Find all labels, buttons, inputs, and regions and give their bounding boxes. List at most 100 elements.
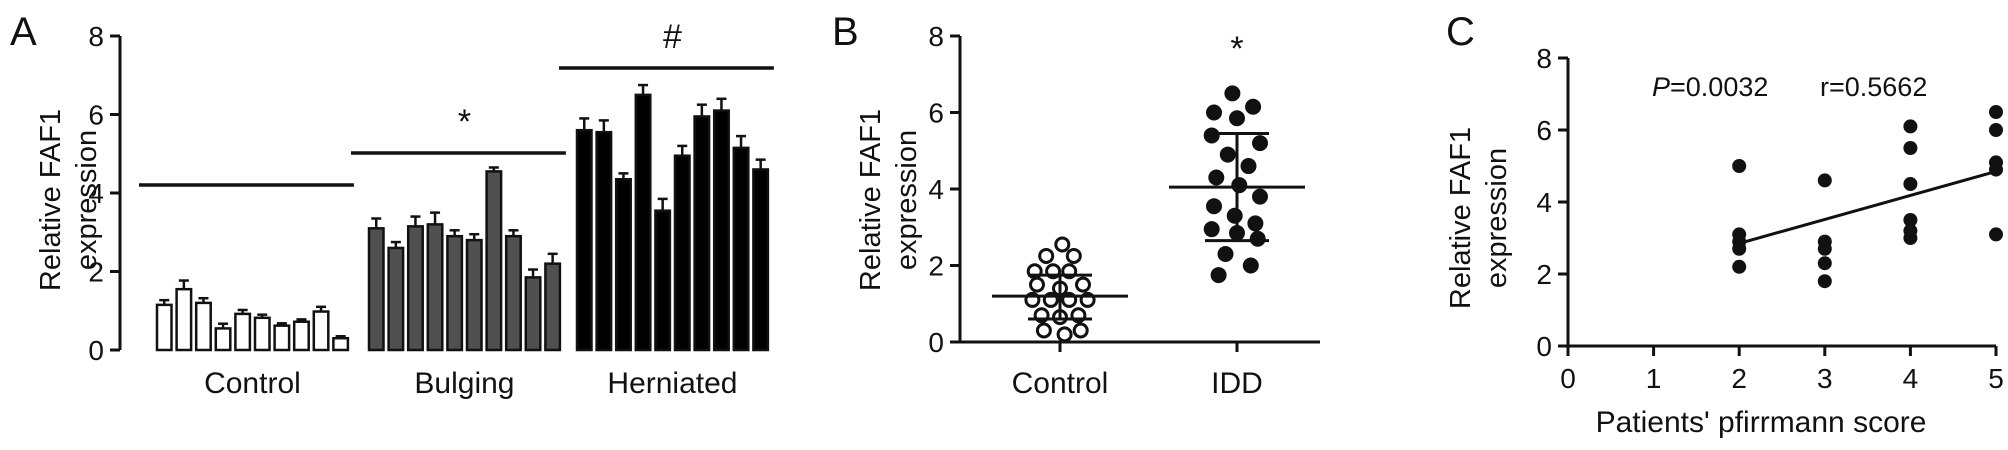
panel-c-data-point bbox=[1817, 241, 1832, 256]
panel-a-y-tick-label: 8 bbox=[88, 21, 104, 52]
panel-a-bar-herniated bbox=[752, 168, 770, 352]
panel-a-bar-control bbox=[194, 301, 212, 352]
panel-c-data-point bbox=[1817, 274, 1832, 289]
panel-b-ylabel-line2: expression bbox=[891, 130, 923, 270]
panel-a-bar-control bbox=[273, 324, 291, 352]
panel-c-data-point bbox=[1989, 227, 2003, 242]
panel-c-correlation-scatter: Relative FAF1 expression Patients' pfirr… bbox=[1445, 43, 2004, 439]
panel-b-data-point bbox=[1224, 85, 1241, 102]
panel-a-bar-control bbox=[234, 312, 252, 352]
panel-c-data-point bbox=[1989, 162, 2003, 177]
panel-b-data-point bbox=[1252, 135, 1268, 152]
panel-b-data-point bbox=[1231, 177, 1248, 194]
panel-a-y-tick-label: 6 bbox=[88, 100, 104, 131]
panel-b-y-tick-label: 8 bbox=[928, 21, 944, 52]
panel-a-bar-control bbox=[312, 310, 330, 352]
panel-a-ylabel-line2: expression bbox=[71, 130, 103, 270]
panel-a-bar-chart: Relative FAF1 expression 0 2 4 6 8 Control * Bu… bbox=[35, 18, 774, 400]
panel-c-data-point bbox=[1903, 119, 1918, 134]
panel-c-r-statistic: r=0.5662 bbox=[1820, 72, 1927, 102]
panel-c-x-tick-label: 0 bbox=[1560, 363, 1576, 394]
panel-a-bar-bulging bbox=[406, 225, 424, 352]
panel-c-p-value: =0.0032 bbox=[1670, 72, 1768, 102]
panel-b-data-point bbox=[1206, 104, 1222, 121]
panel-b-data-point bbox=[1072, 322, 1089, 339]
panel-a-significance-marker: # bbox=[663, 18, 682, 56]
panel-c-y-tick-label: 0 bbox=[1536, 331, 1552, 362]
panel-b-ylabel-line1: Relative FAF1 bbox=[855, 109, 887, 291]
panel-c-ylabel-line2: expression bbox=[1481, 148, 1513, 288]
panel-c-y-tick-label: 8 bbox=[1536, 43, 1552, 74]
panel-a-category-label: Herniated bbox=[607, 367, 737, 400]
panel-c-y-tick-label: 4 bbox=[1536, 187, 1552, 218]
panel-a-bar-bulging bbox=[544, 262, 562, 352]
panel-b-data-point bbox=[1208, 169, 1225, 186]
panel-b-data-point bbox=[1075, 276, 1091, 293]
panel-b-dot-plot: Relative FAF1 expression 0 2 4 6 8 Control IDD… bbox=[855, 21, 1320, 400]
panel-b-y-tick-label: 4 bbox=[928, 174, 944, 205]
panel-c-x-tick-label: 4 bbox=[1903, 363, 1919, 394]
panel-c-x-tick-label: 1 bbox=[1646, 363, 1662, 394]
panel-c-data-point bbox=[1903, 141, 1918, 155]
panel-a-bar-bulging bbox=[465, 238, 483, 352]
panel-b-y-tick-label: 2 bbox=[928, 251, 944, 282]
panel-b-data-point bbox=[1240, 158, 1257, 175]
panel-b-data-point bbox=[1206, 198, 1222, 215]
panel-b-data-point bbox=[1203, 221, 1220, 238]
panel-c-xlabel: Patients' pfirrmann score bbox=[1596, 406, 1927, 439]
panel-a-bar-bulging bbox=[426, 223, 444, 352]
panel-a-bar-herniated bbox=[654, 209, 672, 352]
panel-a-category-label: Bulging bbox=[414, 367, 514, 400]
panel-b-data-point bbox=[1229, 110, 1245, 127]
panel-a-y-tick-label: 4 bbox=[88, 178, 104, 209]
panel-c-y-tick-label: 6 bbox=[1536, 115, 1552, 146]
panel-a-bar-control bbox=[155, 303, 173, 352]
panel-c-p-statistic: P=0.0032 bbox=[1652, 72, 1768, 102]
panel-b-data-point bbox=[1056, 326, 1073, 343]
panel-a-y-tick-label: 2 bbox=[88, 257, 104, 288]
panel-a-bar-herniated bbox=[693, 115, 711, 352]
panel-c-data-point bbox=[1989, 123, 2003, 137]
panel-c-data-point bbox=[1903, 213, 1918, 227]
panel-a-bar-bulging bbox=[524, 276, 542, 352]
panel-b-data-point bbox=[1226, 207, 1243, 224]
panel-c-ylabel-line1: Relative FAF1 bbox=[1445, 127, 1477, 309]
panel-b-category-label: IDD bbox=[1211, 367, 1263, 400]
panel-c-data-point bbox=[1989, 105, 2003, 119]
panel-label-a: A bbox=[10, 10, 37, 54]
panel-a-bar-bulging bbox=[367, 227, 385, 352]
panel-a-bar-control bbox=[332, 336, 350, 352]
panel-b-data-point bbox=[1249, 230, 1266, 247]
panel-a-bar-control bbox=[214, 327, 232, 352]
panel-c-data-point bbox=[1817, 173, 1832, 188]
panel-c-data-point bbox=[1903, 177, 1918, 191]
panel-a-bar-bulging bbox=[387, 246, 405, 352]
panel-b-data-point bbox=[1245, 98, 1262, 115]
panel-b-data-point bbox=[1252, 188, 1268, 205]
panel-b-data-point bbox=[1203, 127, 1220, 144]
panel-a-ylabel-line1: Relative FAF1 bbox=[35, 109, 67, 291]
panel-b-data-point bbox=[1247, 215, 1264, 232]
panel-b-significance-marker: * bbox=[1230, 30, 1243, 68]
panel-b-data-point bbox=[1210, 267, 1227, 284]
panel-c-data-point bbox=[1903, 231, 1918, 245]
panel-b-y-tick-label: 6 bbox=[928, 98, 944, 129]
panel-a-bar-control bbox=[292, 320, 310, 352]
panel-b-data-point bbox=[1065, 247, 1082, 264]
panel-b-data-point bbox=[1219, 146, 1236, 163]
panel-b-data-point bbox=[1035, 322, 1052, 339]
panel-b-category-label: Control bbox=[1012, 367, 1109, 400]
panel-a-bar-control bbox=[175, 287, 193, 352]
panel-c-data-point bbox=[1732, 241, 1747, 256]
panel-c-x-tick-label: 5 bbox=[1988, 363, 2004, 394]
panel-b-data-point bbox=[1242, 257, 1259, 274]
panel-b-y-tick-label: 0 bbox=[928, 327, 944, 358]
panel-c-data-point bbox=[1732, 159, 1747, 173]
panel-label-b: B bbox=[832, 10, 859, 54]
panel-a-bar-bulging bbox=[446, 234, 464, 352]
panel-a-bar-herniated bbox=[614, 178, 632, 352]
panel-b-data-point bbox=[1038, 247, 1055, 264]
panel-b-data-point bbox=[1054, 236, 1071, 253]
panel-a-y-tick-label: 0 bbox=[88, 335, 104, 366]
panel-a-bar-herniated bbox=[575, 128, 593, 352]
